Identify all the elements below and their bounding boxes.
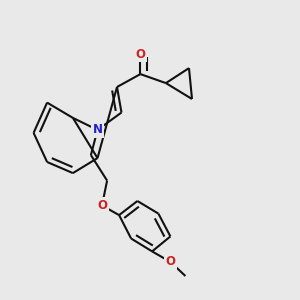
Text: N: N (92, 123, 103, 136)
Text: O: O (135, 47, 146, 61)
Text: O: O (97, 199, 107, 212)
Text: O: O (165, 255, 176, 268)
